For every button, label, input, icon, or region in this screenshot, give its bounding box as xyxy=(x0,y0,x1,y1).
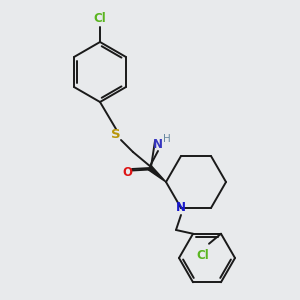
Text: N: N xyxy=(153,139,163,152)
Text: Cl: Cl xyxy=(94,12,106,25)
Text: O: O xyxy=(122,166,132,178)
Text: Cl: Cl xyxy=(196,249,209,262)
Polygon shape xyxy=(148,166,166,182)
Text: S: S xyxy=(111,128,121,142)
Text: N: N xyxy=(176,202,186,214)
Text: H: H xyxy=(163,134,171,144)
